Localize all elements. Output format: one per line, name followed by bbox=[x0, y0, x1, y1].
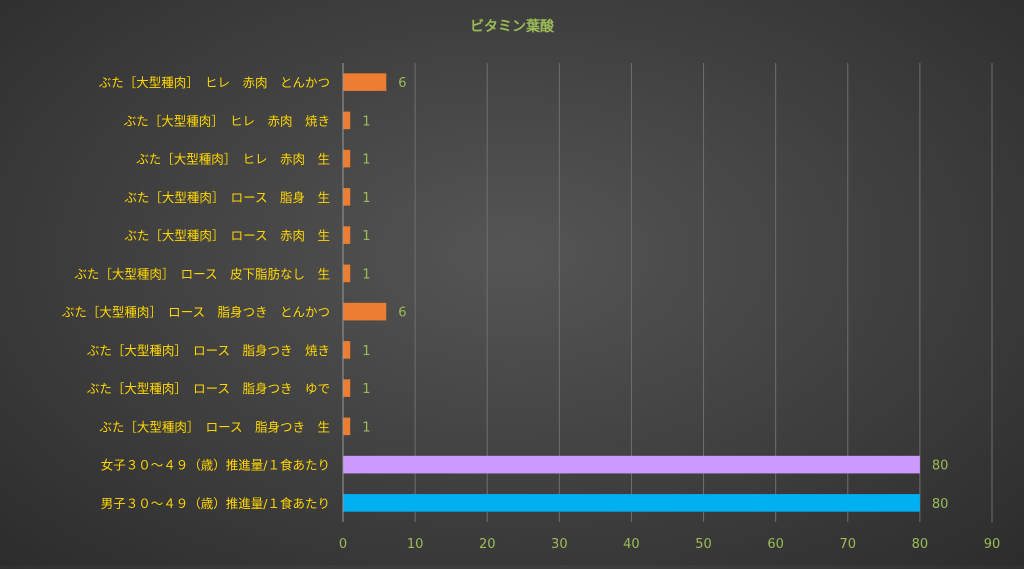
bar bbox=[343, 226, 351, 244]
bar bbox=[343, 379, 351, 397]
category-label: 女子３０～４９（歳）推進量/１食あたり bbox=[101, 458, 330, 473]
data-label: 80 bbox=[932, 497, 949, 512]
category-label: ぶた［大型種肉］ ヒレ 赤肉 生 bbox=[136, 152, 330, 167]
data-label: 80 bbox=[932, 459, 949, 474]
category-label: ぶた［大型種肉］ ロース 脂身つき とんかつ bbox=[62, 305, 330, 320]
category-label: ぶた［大型種肉］ ロース 脂身 生 bbox=[124, 190, 330, 205]
bar bbox=[343, 302, 387, 321]
data-label: 6 bbox=[398, 76, 406, 91]
x-tick-label: 70 bbox=[840, 537, 857, 552]
data-label: 1 bbox=[362, 114, 370, 129]
bar bbox=[343, 341, 351, 359]
bar bbox=[343, 494, 920, 512]
data-label: 1 bbox=[362, 382, 370, 397]
x-tick-label: 0 bbox=[339, 537, 347, 552]
gridlines bbox=[414, 63, 993, 522]
chart-title: ビタミン葉酸 bbox=[470, 18, 555, 35]
bar bbox=[343, 73, 387, 91]
category-label: ぶた［大型種肉］ ロース 脂身つき 生 bbox=[99, 419, 330, 434]
x-tick-label: 10 bbox=[407, 537, 424, 552]
data-label: 1 bbox=[362, 229, 370, 244]
x-tick-label: 50 bbox=[695, 537, 712, 552]
data-label: 6 bbox=[398, 306, 406, 321]
category-label: ぶた［大型種肉］ ヒレ 赤肉 とんかつ bbox=[99, 75, 330, 90]
x-tick-labels: 0 10 20 30 40 50 60 70 80 90 bbox=[339, 537, 1000, 552]
data-label: 1 bbox=[362, 153, 370, 168]
category-label: 男子３０～４９（歳）推進量/１食あたり bbox=[101, 496, 330, 511]
bar bbox=[343, 455, 920, 474]
x-tick-label: 90 bbox=[984, 537, 1001, 552]
x-tick-label: 80 bbox=[912, 537, 929, 552]
x-tick-label: 60 bbox=[767, 537, 784, 552]
data-label: 1 bbox=[362, 420, 370, 435]
bar bbox=[343, 188, 351, 206]
category-label: ぶた［大型種肉］ ロース 赤肉 生 bbox=[124, 228, 330, 243]
data-label: 1 bbox=[362, 344, 370, 359]
bar bbox=[343, 264, 351, 283]
category-label: ぶた［大型種肉］ ロース 皮下脂肪なし 生 bbox=[74, 266, 330, 281]
bar bbox=[343, 149, 351, 168]
data-label: 1 bbox=[362, 191, 370, 206]
x-tick-label: 20 bbox=[479, 537, 496, 552]
category-label: ぶた［大型種肉］ ヒレ 赤肉 焼き bbox=[124, 113, 330, 128]
data-label: 1 bbox=[362, 267, 370, 282]
bar bbox=[343, 417, 351, 436]
bars bbox=[343, 73, 920, 512]
x-tick-label: 40 bbox=[623, 537, 640, 552]
x-tick-label: 30 bbox=[551, 537, 568, 552]
bar bbox=[343, 111, 351, 130]
category-label: ぶた［大型種肉］ ロース 脂身つき 焼き bbox=[87, 343, 330, 358]
category-label: ぶた［大型種肉］ ロース 脂身つき ゆで bbox=[87, 381, 330, 396]
